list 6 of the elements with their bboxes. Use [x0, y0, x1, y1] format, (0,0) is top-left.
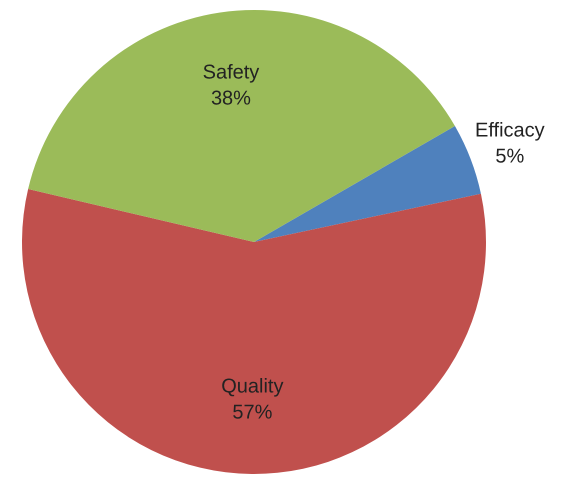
data-label: 57% — [232, 401, 273, 424]
slice-label: Quality — [221, 375, 284, 398]
data-label: 5% — [495, 145, 524, 168]
data-label: 38% — [210, 87, 252, 110]
slice-label: Safety — [202, 61, 260, 84]
slice-label: Efficacy — [474, 119, 545, 142]
